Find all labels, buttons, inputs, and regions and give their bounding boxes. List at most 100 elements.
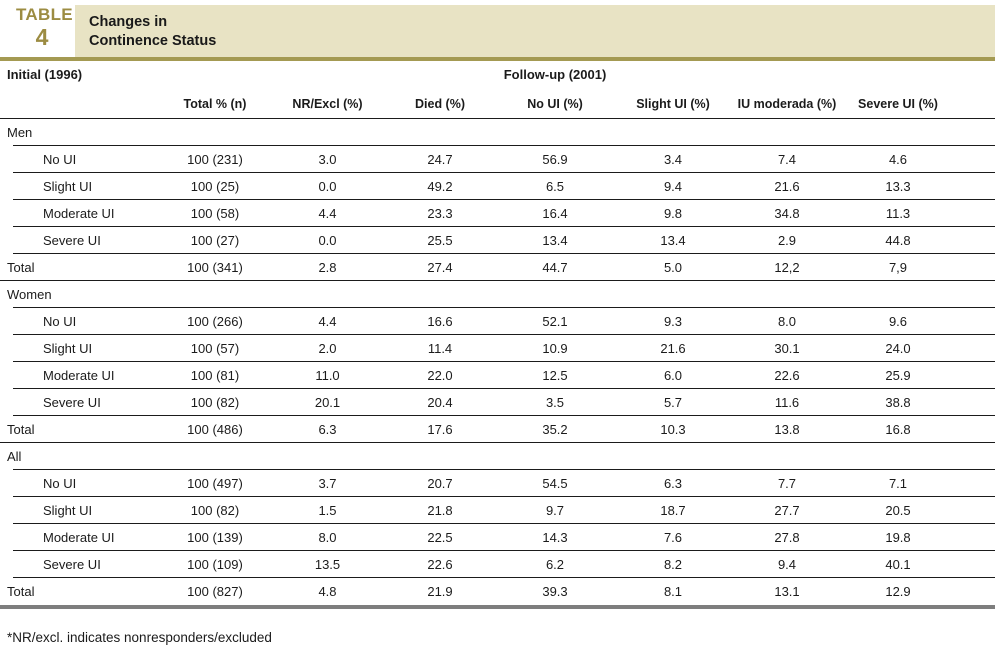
value-cell: 22.5 xyxy=(427,530,453,545)
row-label: Moderate UI xyxy=(43,530,115,545)
table-number-badge: TABLE 4 xyxy=(16,5,73,49)
table-row: Slight UI 100 (25) 0.0 49.2 6.5 9.4 21.6 13.3 xyxy=(0,173,995,200)
value-cell: 11.3 xyxy=(885,206,911,221)
row-divider xyxy=(13,172,995,173)
value-cell: 24.0 xyxy=(885,341,911,356)
row-divider xyxy=(13,415,995,416)
value-cell: 6.3 xyxy=(663,476,683,491)
value-cell: 12.5 xyxy=(542,368,568,383)
value-cell: 100 (81) xyxy=(190,368,240,383)
table-row: Moderate UI 100 (58) 4.4 23.3 16.4 9.8 34.8 11.… xyxy=(0,200,995,227)
value-cell: 40.1 xyxy=(885,557,911,572)
value-cell: 8.0 xyxy=(777,314,797,329)
table-title-line2: Continence Status xyxy=(89,32,217,49)
value-cell: 49.2 xyxy=(427,179,453,194)
value-cell: 6.3 xyxy=(318,422,337,437)
section-label: Men xyxy=(7,125,33,140)
value-cell: 2.8 xyxy=(318,260,337,275)
value-cell: 9.4 xyxy=(663,179,683,194)
value-cell: 6.2 xyxy=(545,557,565,572)
value-cell: 44.7 xyxy=(542,260,568,275)
table-title-line1: Changes in xyxy=(89,14,168,30)
table-bottom-rule xyxy=(0,605,995,609)
value-cell: 7.4 xyxy=(777,152,797,167)
value-cell: 24.7 xyxy=(427,152,453,167)
value-cell: 35.2 xyxy=(542,422,568,437)
row-label: Moderate UI xyxy=(43,206,115,221)
value-cell: 100 (139) xyxy=(187,530,243,545)
row-label: Total xyxy=(7,422,35,437)
value-cell: 27.7 xyxy=(774,503,800,518)
row-label: Severe UI xyxy=(43,233,101,248)
value-cell: 56.9 xyxy=(542,152,568,167)
value-cell: 100 (57) xyxy=(190,341,240,356)
value-cell: 7.1 xyxy=(888,476,908,491)
table-body: Men No UI 100 (231) 3.0 24.7 56.9 3.4 7.4 4.6 Sli… xyxy=(0,119,1001,605)
value-cell: 44.8 xyxy=(885,233,911,248)
value-cell: 100 (341) xyxy=(187,260,243,275)
value-cell: 39.3 xyxy=(542,584,568,599)
value-cell: 22.0 xyxy=(427,368,453,383)
title-band: Changes in Continence Status xyxy=(75,5,995,57)
value-cell: 13.1 xyxy=(774,584,800,599)
section-header-row: Men xyxy=(0,119,995,146)
initial-period-label: Initial (1996) xyxy=(7,67,83,82)
value-cell: 34.8 xyxy=(774,206,800,221)
table-masthead: TABLE 4 Changes in Continence Status xyxy=(0,0,1001,57)
table-row: Moderate UI 100 (139) 8.0 22.5 14.3 7.6 27.8 19… xyxy=(0,524,995,551)
row-label: No UI xyxy=(43,476,77,491)
value-cell: 21.9 xyxy=(427,584,453,599)
value-cell: 3.5 xyxy=(545,395,565,410)
section-header-row: Women xyxy=(0,281,995,308)
value-cell: 1.5 xyxy=(318,503,337,518)
value-cell: 3.7 xyxy=(318,476,337,491)
row-divider xyxy=(13,253,995,254)
table-row: No UI 100 (231) 3.0 24.7 56.9 3.4 7.4 4.6 xyxy=(0,146,995,173)
value-cell: 9.4 xyxy=(777,557,797,572)
value-cell: 27.4 xyxy=(427,260,453,275)
table-row: Moderate UI 100 (81) 11.0 22.0 12.5 6.0 22.6 25… xyxy=(0,362,995,389)
row-divider xyxy=(13,577,995,578)
row-divider xyxy=(13,523,995,524)
col-header-total: Total % (n) xyxy=(183,96,247,111)
row-divider xyxy=(13,226,995,227)
value-cell: 100 (25) xyxy=(190,179,240,194)
row-label: Severe UI xyxy=(43,395,101,410)
followup-period-label: Follow-up (2001) xyxy=(503,67,607,82)
value-cell: 21.6 xyxy=(774,179,800,194)
header-divider xyxy=(0,118,995,119)
row-label: Total xyxy=(7,260,35,275)
accent-rule xyxy=(0,57,995,61)
value-cell: 5.7 xyxy=(663,395,683,410)
value-cell: 27.8 xyxy=(774,530,800,545)
value-cell: 100 (827) xyxy=(187,584,243,599)
table-row: Total 100 (486) 6.3 17.6 35.2 10.3 13.8 16.8 xyxy=(0,416,995,443)
value-cell: 100 (82) xyxy=(190,395,240,410)
value-cell: 9.8 xyxy=(663,206,683,221)
value-cell: 20.5 xyxy=(885,503,911,518)
value-cell: 11.0 xyxy=(315,368,340,383)
value-cell: 12,2 xyxy=(774,260,800,275)
table-row: Severe UI 100 (82) 20.1 20.4 3.5 5.7 11.6 38.8 xyxy=(0,389,995,416)
footnote: *NR/excl. indicates nonresponders/exclud… xyxy=(7,630,272,645)
value-cell: 16.8 xyxy=(885,422,911,437)
table-row: Total 100 (827) 4.8 21.9 39.3 8.1 13.1 12.9 xyxy=(0,578,995,605)
value-cell: 20.7 xyxy=(427,476,453,491)
row-label: Slight UI xyxy=(43,341,93,356)
value-cell: 100 (82) xyxy=(190,503,240,518)
row-divider xyxy=(13,307,995,308)
col-header-died: Died (%) xyxy=(415,96,465,111)
value-cell: 16.4 xyxy=(542,206,568,221)
value-cell: 100 (58) xyxy=(190,206,240,221)
row-divider xyxy=(13,361,995,362)
col-header-nr-excl: NR/Excl (%) xyxy=(292,96,363,111)
value-cell: 9.6 xyxy=(888,314,908,329)
col-header-no-ui: No UI (%) xyxy=(527,96,583,111)
table-row: Slight UI 100 (82) 1.5 21.8 9.7 18.7 27.7 20.5 xyxy=(0,497,995,524)
value-cell: 21.8 xyxy=(427,503,453,518)
table-badge-word: TABLE xyxy=(16,5,73,24)
value-cell: 4.4 xyxy=(318,314,337,329)
table-row: No UI 100 (266) 4.4 16.6 52.1 9.3 8.0 9.6 xyxy=(0,308,995,335)
value-cell: 52.1 xyxy=(542,314,568,329)
